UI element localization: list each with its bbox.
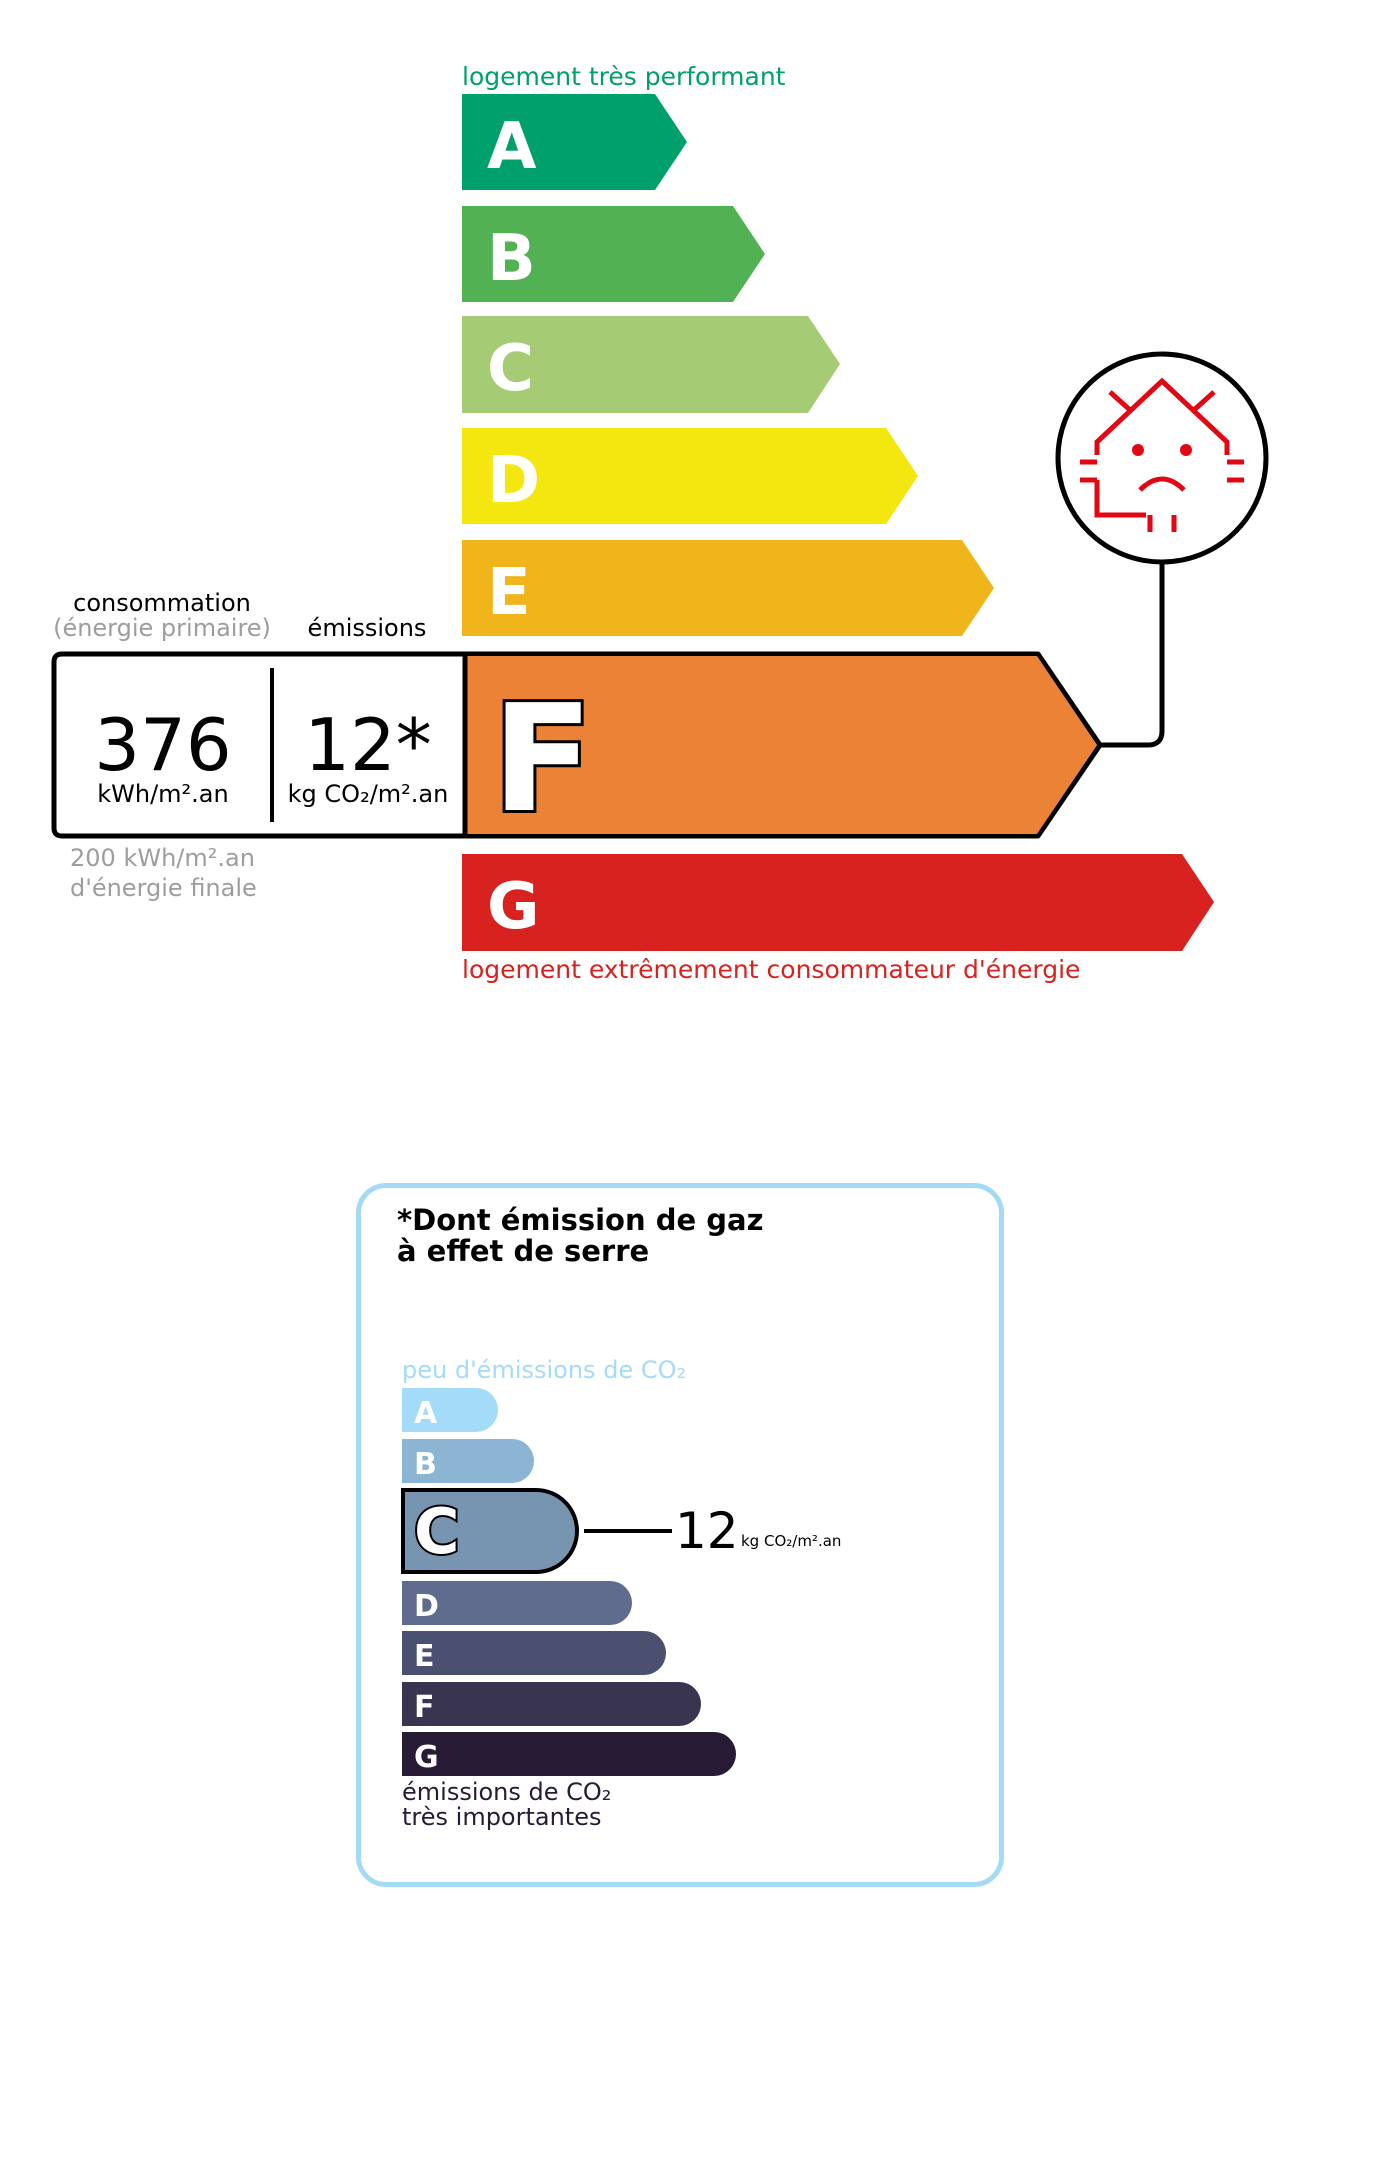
ges-class-d: D xyxy=(402,1581,632,1625)
ges-class-letter: E xyxy=(414,1639,435,1674)
dpe-class-letter: A xyxy=(487,110,537,184)
dpe-top-label: logement très performant xyxy=(462,62,786,91)
ges-current-class-c: C xyxy=(401,1488,579,1574)
ges-class-g: G xyxy=(402,1732,736,1776)
ges-current-class-letter: C xyxy=(414,1495,460,1568)
dpe-class-c: C xyxy=(462,316,840,413)
ges-top-label: peu d'émissions de CO₂ xyxy=(402,1356,686,1384)
final-energy-value: 200 kWh/m².an xyxy=(70,844,255,872)
ges-title-line2: à effet de serre xyxy=(397,1234,649,1268)
ges-class-f: F xyxy=(402,1682,701,1726)
dpe-current-class-f: F 376 kWh/m².an 12* kg CO₂/m².an xyxy=(51,651,1103,848)
dpe-class-letter: C xyxy=(487,332,534,406)
consumption-label: consommation xyxy=(73,589,251,617)
passoire-connector xyxy=(1100,563,1165,748)
ges-class-a: A xyxy=(402,1388,498,1432)
ges-class-letter: B xyxy=(414,1447,437,1482)
dpe-class-letter: E xyxy=(487,556,531,630)
ges-bottom-label-line2: très importantes xyxy=(402,1803,602,1831)
ges-class-letter: D xyxy=(414,1589,439,1624)
dpe-bottom-label: logement extrêmement consommateur d'éner… xyxy=(462,955,1080,984)
consumption-sub-label: (énergie primaire) xyxy=(53,614,271,642)
emissions-label: émissions xyxy=(308,614,427,642)
sad-house-heat-loss-icon xyxy=(1055,351,1269,565)
ges-value: 12 xyxy=(675,1502,739,1560)
ges-unit: kg CO₂/m².an xyxy=(741,1532,841,1550)
final-energy-label: d'énergie finale xyxy=(70,874,257,902)
dpe-energy-label: logement très performant A B C D E F 376… xyxy=(51,62,1269,984)
dpe-class-letter: B xyxy=(487,222,536,296)
ges-bottom-label-line1: émissions de CO₂ xyxy=(402,1778,611,1806)
dpe-current-class-letter: F xyxy=(492,673,593,845)
ges-class-e: E xyxy=(402,1631,666,1675)
ges-title-line1: *Dont émission de gaz xyxy=(397,1203,763,1237)
consumption-value: 376 xyxy=(94,703,231,787)
dpe-class-g: G xyxy=(462,854,1214,951)
emissions-value: 12* xyxy=(304,703,432,787)
consumption-unit: kWh/m².an xyxy=(97,780,228,808)
dpe-class-d: D xyxy=(462,428,918,524)
dpe-class-letter: D xyxy=(487,444,540,518)
ges-class-letter: F xyxy=(414,1690,435,1725)
emissions-unit: kg CO₂/m².an xyxy=(288,780,449,808)
dpe-class-a: A xyxy=(462,94,687,190)
dpe-class-b: B xyxy=(462,206,765,302)
dpe-class-letter: G xyxy=(487,870,540,944)
dpe-class-e: E xyxy=(462,540,994,636)
ges-panel: *Dont émission de gaz à effet de serre p… xyxy=(356,1183,1004,1887)
ges-class-letter: A xyxy=(414,1396,438,1431)
ges-class-b: B xyxy=(402,1439,534,1483)
ges-class-letter: G xyxy=(414,1740,439,1775)
